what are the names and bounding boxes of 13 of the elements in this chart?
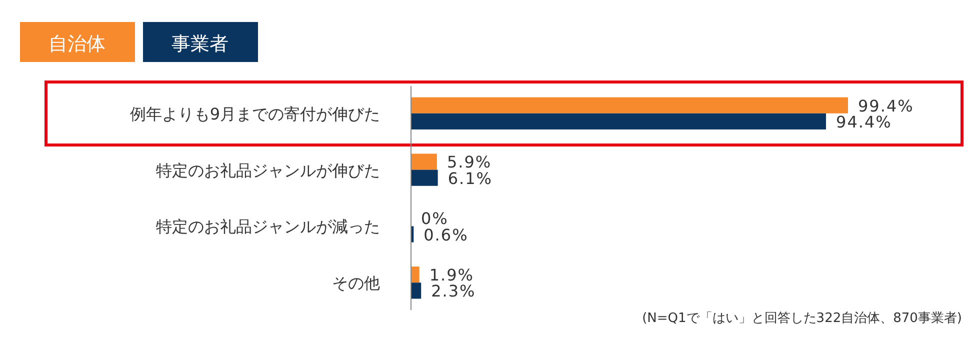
bar (411, 282, 422, 299)
text: 自治体 (48, 33, 106, 55)
y-tick-label: その他 (332, 274, 380, 293)
bar (411, 113, 826, 130)
bar (411, 97, 848, 114)
bar (411, 266, 420, 283)
bar (411, 154, 437, 170)
y-tick-label: 例年よりも9月までの寄付が伸びた (130, 104, 380, 124)
y-tick-label: 特定のお礼品ジャンルが減った (156, 217, 380, 236)
text: 事業者 (172, 33, 228, 55)
text: (N=Q1で「はい」と回答した322自治体、870事業者) (642, 311, 962, 326)
y-tick-label: 特定のお礼品ジャンルが伸びた (156, 160, 380, 180)
bar (411, 170, 438, 186)
